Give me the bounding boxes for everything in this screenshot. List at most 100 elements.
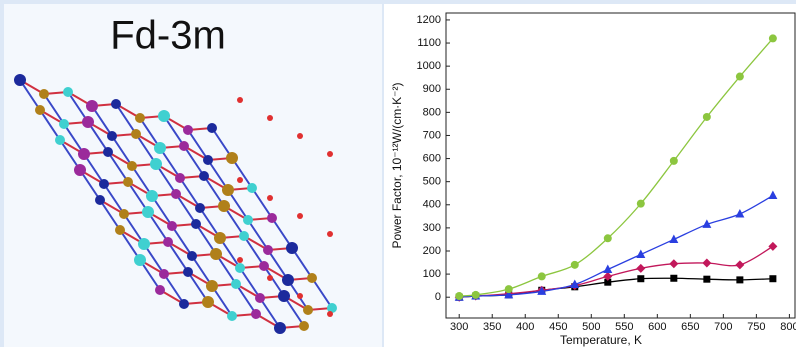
atom — [14, 74, 26, 86]
atom — [99, 179, 109, 189]
atom — [163, 237, 173, 247]
atom — [191, 219, 201, 229]
atom — [115, 225, 125, 235]
atom — [86, 100, 98, 112]
x-tick-label: 750 — [747, 321, 765, 333]
page: {"structure_label": "Fd-3m", "chart_data… — [0, 0, 796, 347]
atom — [297, 213, 303, 219]
figure: Fd-3m 0100200300400500600700800900100011… — [0, 0, 796, 347]
atom — [247, 183, 257, 193]
atom — [55, 135, 65, 145]
atom — [286, 242, 298, 254]
atom — [111, 99, 121, 109]
atom — [206, 280, 218, 292]
atom — [267, 213, 277, 223]
atom — [155, 285, 165, 295]
y-tick-label: 1200 — [417, 14, 441, 26]
structure-label: Fd-3m — [110, 14, 226, 58]
atom — [127, 161, 137, 171]
atom — [107, 131, 117, 141]
atom — [119, 209, 129, 219]
x-tick-label: 800 — [780, 321, 796, 333]
atom — [299, 321, 309, 331]
x-tick-label: 550 — [615, 321, 633, 333]
y-tick-label: 700 — [423, 129, 441, 141]
atom — [179, 141, 189, 151]
atom — [183, 267, 193, 277]
x-tick-label: 400 — [516, 321, 534, 333]
atom — [251, 309, 261, 319]
atom — [274, 322, 286, 334]
atom — [74, 164, 86, 176]
marker — [637, 200, 645, 208]
atom — [327, 151, 333, 157]
atom — [82, 116, 94, 128]
atom — [239, 231, 249, 241]
y-tick-label: 900 — [423, 83, 441, 95]
atom — [150, 158, 162, 170]
atom — [59, 119, 69, 129]
atom — [237, 177, 243, 183]
atom — [327, 231, 333, 237]
marker — [637, 275, 644, 282]
marker — [670, 157, 678, 165]
atom — [278, 290, 290, 302]
atom — [303, 305, 313, 315]
atom — [202, 296, 214, 308]
x-tick-label: 350 — [483, 321, 501, 333]
atom — [226, 152, 238, 164]
atom — [243, 215, 253, 225]
atom — [146, 190, 158, 202]
marker — [703, 276, 710, 283]
atom — [267, 275, 273, 281]
atom — [255, 293, 265, 303]
atom — [199, 171, 209, 181]
y-tick-label: 1100 — [417, 37, 441, 49]
atom — [135, 113, 145, 123]
atom — [95, 195, 105, 205]
atom — [210, 248, 222, 260]
atom — [218, 200, 230, 212]
y-tick-label: 0 — [435, 291, 441, 303]
x-tick-label: 500 — [582, 321, 600, 333]
atom — [183, 125, 193, 135]
y-tick-label: 800 — [423, 106, 441, 118]
atom — [237, 257, 243, 263]
x-axis-label: Temperature, K — [560, 333, 642, 347]
atom — [187, 251, 197, 261]
atom — [159, 269, 169, 279]
x-tick-label: 300 — [450, 321, 468, 333]
marker — [538, 272, 546, 280]
atom — [175, 173, 185, 183]
atom — [78, 148, 90, 160]
y-tick-label: 500 — [423, 176, 441, 188]
atom — [222, 184, 234, 196]
atom — [227, 311, 237, 321]
marker — [736, 73, 744, 81]
atom — [263, 245, 273, 255]
atom — [307, 273, 317, 283]
atom — [195, 203, 205, 213]
x-tick-label: 700 — [714, 321, 732, 333]
atom — [39, 89, 49, 99]
y-tick-label: 600 — [423, 152, 441, 164]
marker — [472, 291, 480, 299]
marker — [571, 261, 579, 269]
marker — [505, 285, 513, 293]
y-tick-label: 200 — [423, 245, 441, 257]
y-tick-label: 100 — [423, 268, 441, 280]
atom — [297, 293, 303, 299]
atom — [231, 279, 241, 289]
atom — [297, 133, 303, 139]
atom — [35, 105, 45, 115]
marker — [769, 34, 777, 42]
atom — [237, 97, 243, 103]
atom — [282, 274, 294, 286]
atom — [267, 115, 273, 121]
atom — [327, 311, 333, 317]
atom — [123, 177, 133, 187]
atom — [138, 238, 150, 250]
atom — [235, 263, 245, 273]
atom — [267, 195, 273, 201]
atom — [214, 232, 226, 244]
